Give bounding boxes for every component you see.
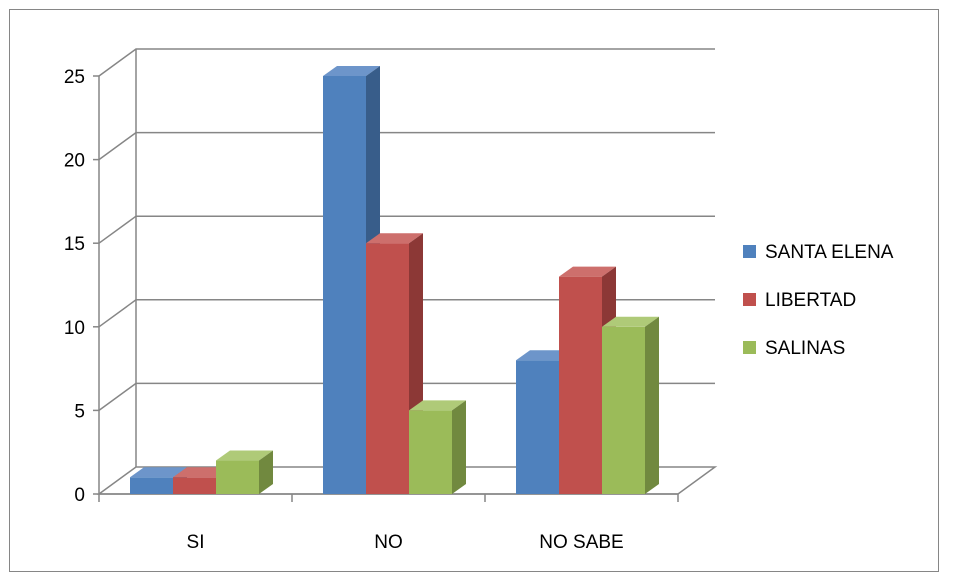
y-tick-label: 20 [64, 151, 85, 172]
bar-front [216, 460, 259, 494]
x-tick-label: NO [374, 532, 403, 553]
y-axis-ticks: 0 5 10 15 20 25 [64, 67, 99, 506]
legend-swatch [743, 245, 756, 258]
bar [409, 400, 466, 494]
legend-label: SANTA ELENA [765, 242, 894, 263]
legend-swatch [743, 341, 756, 354]
legend: SANTA ELENA LIBERTAD SALINAS [743, 242, 894, 359]
x-tick-label: SI [187, 532, 205, 553]
bar-top [409, 400, 466, 411]
bar-top [559, 266, 616, 277]
bar-front [602, 326, 645, 494]
bar-top [216, 450, 273, 461]
bar-side [452, 400, 466, 494]
bar-side [259, 450, 273, 494]
bar-front [516, 360, 559, 494]
y-tick-label: 5 [74, 401, 85, 422]
bar-top [602, 316, 659, 327]
bar-side [645, 316, 659, 494]
y-tick-label: 0 [74, 485, 85, 506]
bar-front [409, 410, 452, 494]
bar [216, 450, 273, 494]
bar-front [323, 76, 366, 494]
bar-front [366, 243, 409, 494]
legend-label: SALINAS [765, 338, 845, 359]
x-tick-label: NO SABE [539, 532, 623, 553]
legend-label: LIBERTAD [765, 290, 856, 311]
bar-front [130, 477, 173, 494]
x-axis-ticks: SI NO NO SABE [98, 494, 679, 553]
y-tick-label: 10 [64, 318, 85, 339]
gridline [98, 299, 715, 328]
gridline [98, 215, 715, 244]
bar-front [559, 276, 602, 494]
bar-top [323, 66, 380, 76]
bar-top [173, 467, 230, 478]
bars [130, 66, 659, 494]
y-tick-label: 15 [64, 234, 85, 255]
legend-swatch [743, 293, 756, 306]
bar-top [366, 233, 423, 244]
bar-front [173, 477, 216, 494]
bar-top [130, 467, 187, 478]
bar [602, 316, 659, 494]
gridline [98, 48, 715, 77]
gridline [98, 131, 715, 161]
gridlines [98, 48, 715, 412]
y-tick-label: 25 [64, 67, 85, 88]
bar-top [516, 350, 573, 361]
